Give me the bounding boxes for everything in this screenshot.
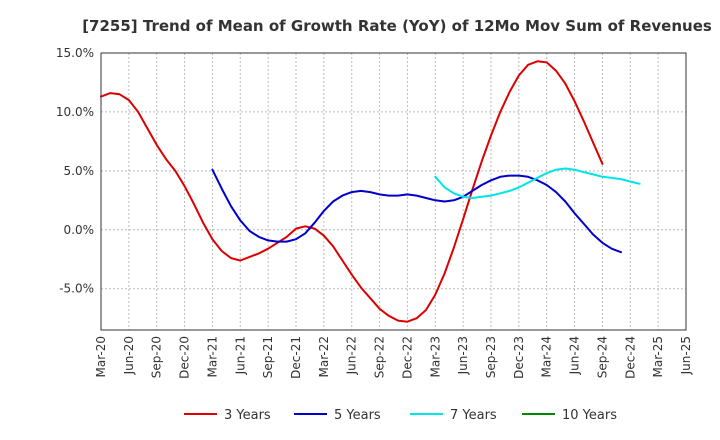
- y-axis-ticks: 15.0% 10.0% 5.0% 0.0% -5.0%: [56, 46, 94, 296]
- x-tick-label: Dec-24: [623, 336, 637, 379]
- x-tick-label: Mar-23: [428, 336, 442, 377]
- x-tick-label: Sep-24: [595, 336, 609, 378]
- legend-label: 5 Years: [334, 408, 381, 423]
- y-tick-label: 0.0%: [64, 223, 95, 237]
- y-tick-label: 5.0%: [64, 164, 95, 178]
- series-line-5-years: [211, 168, 622, 254]
- plot-frame: [100, 52, 687, 331]
- x-tick-label: Dec-22: [400, 336, 414, 379]
- x-tick-label: Jun-25: [679, 336, 693, 375]
- grid: [100, 52, 687, 330]
- legend-label: 10 Years: [562, 408, 617, 423]
- series-lines: [100, 60, 641, 323]
- y-tick-label: -5.0%: [59, 282, 94, 296]
- x-tick-label: Jun-22: [345, 336, 359, 375]
- x-tick-label: Sep-20: [150, 336, 164, 378]
- x-tick-label: Mar-20: [94, 336, 108, 377]
- chart-title: [7255] Trend of Mean of Growth Rate (YoY…: [82, 17, 712, 35]
- x-tick-label: Dec-20: [178, 336, 192, 379]
- x-tick-label: Mar-21: [205, 336, 219, 377]
- x-tick-label: Mar-22: [317, 336, 331, 377]
- legend-label: 3 Years: [224, 408, 271, 423]
- x-tick-label: Sep-21: [261, 336, 275, 378]
- x-tick-label: Dec-21: [289, 336, 303, 379]
- x-tick-label: Dec-23: [512, 336, 526, 379]
- x-tick-label: Jun-23: [456, 336, 470, 375]
- x-tick-label: Jun-20: [122, 336, 136, 375]
- y-tick-label: 10.0%: [56, 105, 94, 119]
- series-line-7-years: [434, 167, 641, 199]
- x-tick-label: Sep-23: [484, 336, 498, 378]
- x-tick-label: Jun-21: [233, 336, 247, 375]
- x-tick-label: Sep-22: [373, 336, 387, 378]
- series-line-3-years: [100, 60, 604, 323]
- x-tick-label: Mar-24: [540, 336, 554, 377]
- y-tick-label: 15.0%: [56, 46, 94, 60]
- legend: 3 Years 5 Years 7 Years 10 Years: [184, 408, 617, 423]
- x-tick-label: Jun-24: [568, 336, 582, 375]
- x-axis-ticks: Mar-20 Jun-20 Sep-20 Dec-20 Mar-21 Jun-21 Sep-…: [94, 336, 693, 379]
- legend-label: 7 Years: [450, 408, 497, 423]
- x-tick-label: Mar-25: [651, 336, 665, 377]
